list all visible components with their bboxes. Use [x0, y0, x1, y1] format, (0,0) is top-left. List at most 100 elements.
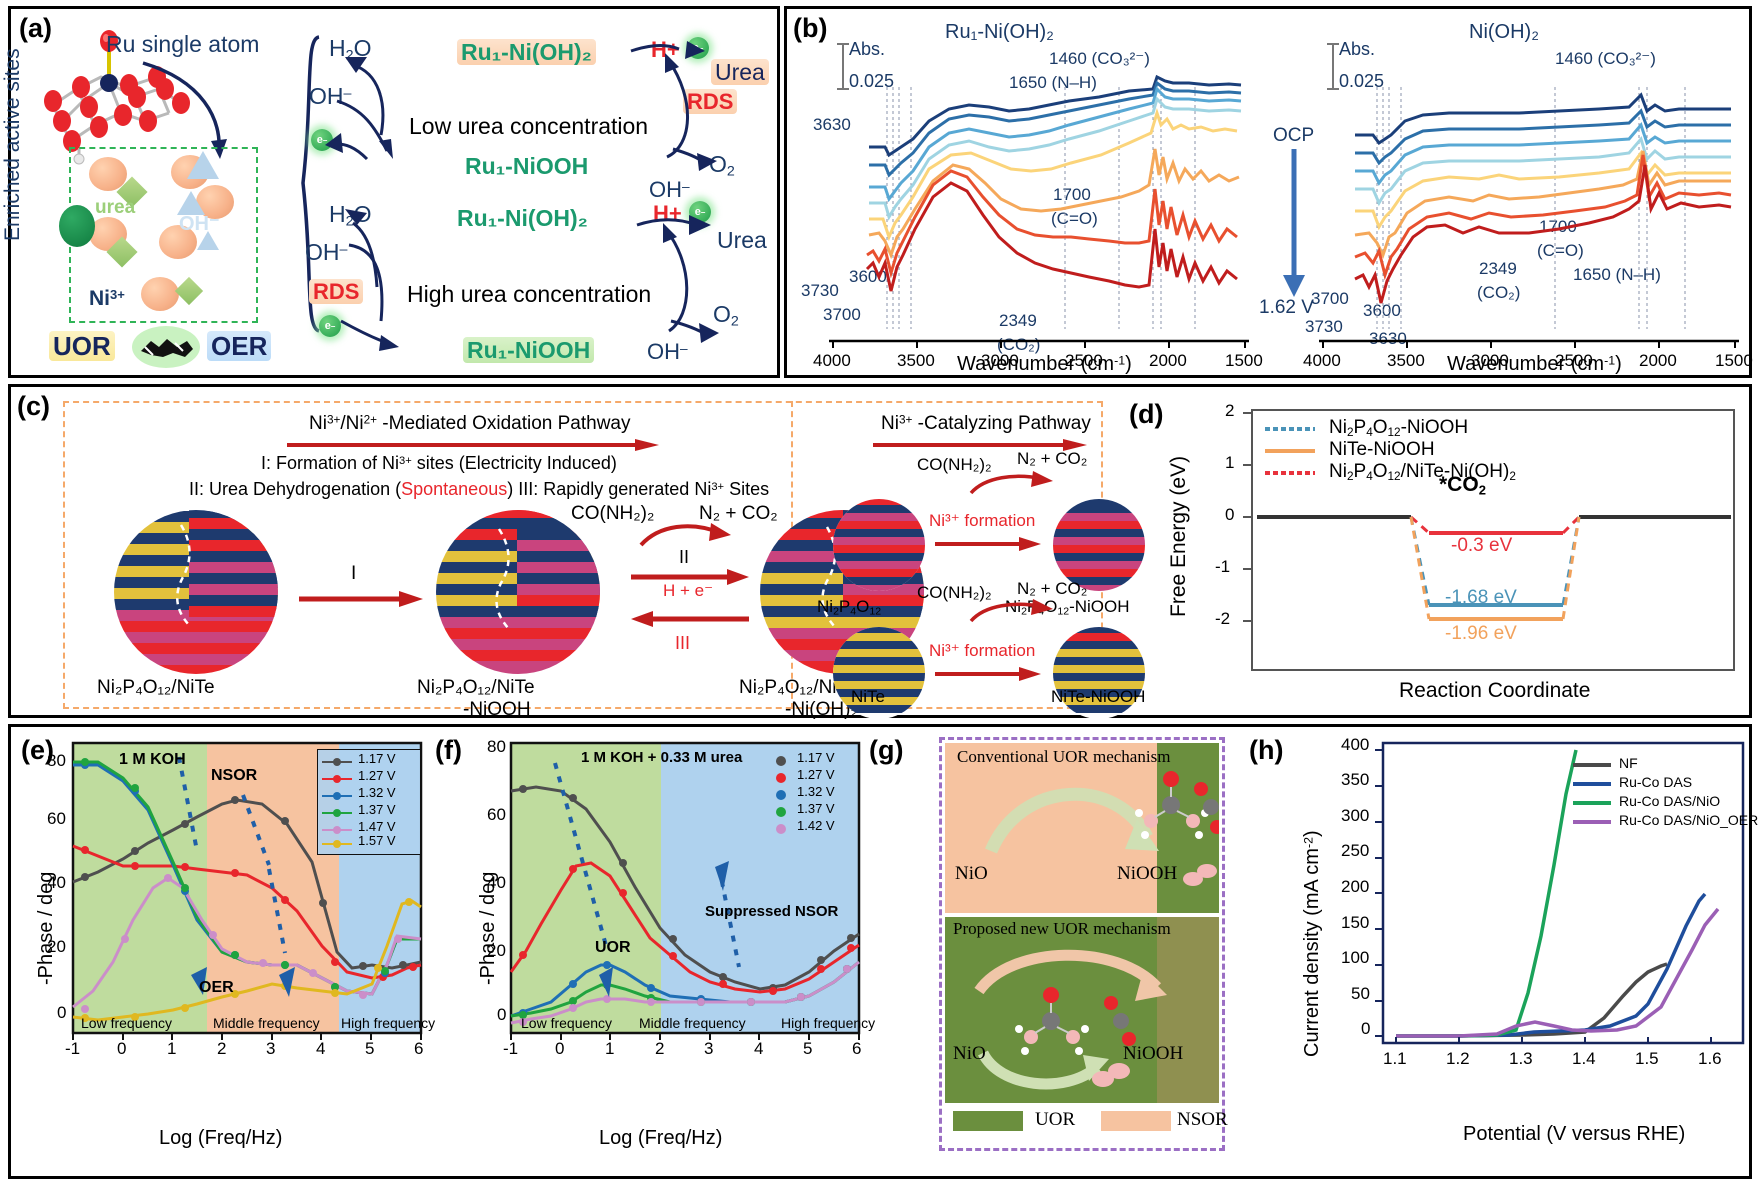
- high-urea-cycle-arrows: [340, 209, 719, 351]
- panel-b-right-title: Ni(OH)₂: [1469, 21, 1539, 43]
- enriched-sites-brace: [301, 35, 320, 333]
- enriched-active-sites-label: Enriched active sites: [1, 48, 24, 241]
- panel-f-legend-label-1: 1.27 V: [797, 767, 835, 782]
- low-urea-cycle-arrows: [325, 41, 717, 171]
- panel-b-left-ann-3730: 3730: [801, 281, 839, 300]
- panel-e-zone-high: High frequency: [341, 1015, 436, 1031]
- panel-f-chart: [509, 741, 861, 1035]
- panel-f-xlabel: Log (Freq/Hz): [599, 1127, 723, 1149]
- panel-c-arrow-I-label: I: [351, 563, 357, 584]
- panel-b-left-xlabel: Wavenumber (cm-1): [957, 353, 1132, 375]
- panel-h-legend-label-0: NF: [1619, 755, 1638, 771]
- panel-c-left-heading: Ni3+/Ni2+ -Mediated Oxidation Pathway: [309, 413, 631, 434]
- low-oh: OH–: [309, 83, 352, 109]
- panel-g-top-mechanism: Conventional UOR mechanism NiO NiOOH: [945, 743, 1219, 913]
- panel-c-particle-2-label-1: Ni₂P₄O₁₂/NiTe: [417, 677, 535, 698]
- panel-b-left-spectra: [865, 74, 1242, 329]
- panel-g-legend-uor-swatch: [953, 1111, 1023, 1131]
- low-urea-title: Low urea concentration: [409, 113, 649, 139]
- low-rds: RDS: [683, 89, 738, 115]
- panel-a-oh-label: OH⁻: [179, 213, 220, 235]
- panel-c-arrow-II-label: II: [679, 547, 690, 567]
- oh-triangle: [177, 191, 205, 215]
- panel-c-reagent: CO(NH₂)₂: [571, 503, 655, 524]
- high-oh: OH–: [305, 239, 348, 265]
- handshake-icon: [132, 326, 200, 368]
- panel-f-label: (f): [435, 735, 462, 765]
- panel-b-left-ann-1700-sub: (C=O): [1051, 209, 1098, 228]
- high-species-bottom: Ru₁-NiOOH: [463, 337, 595, 364]
- panel-f-plot: [509, 741, 861, 1061]
- panel-d-label: (d): [1129, 399, 1164, 429]
- panel-b-right-abs-value: 0.025: [1339, 71, 1385, 91]
- panel-b-left-abs-value: 0.025: [849, 71, 895, 91]
- panel-d-ytick-marks: [1243, 412, 1251, 622]
- panel-b-right-ann-3600: 3600: [1363, 301, 1401, 320]
- panel-c-right-product-top: N₂ + CO₂: [1017, 449, 1088, 468]
- panel-g-legend-nsor-label: NSOR: [1177, 1109, 1228, 1130]
- panel-h-label: (h): [1249, 735, 1284, 765]
- panel-c-right-particle-2: [1053, 499, 1145, 591]
- panel-b-right-ann-3700: 3700: [1311, 289, 1349, 308]
- low-h2o: H2O: [329, 35, 372, 64]
- panel-b-left-abs-label: Abs.: [849, 39, 886, 59]
- panel-e-xtick-marks: [72, 1033, 422, 1040]
- panel-c-right-product-bottom: N₂ + CO₂: [1017, 579, 1088, 598]
- panel-d-legend-item-1: NiTe-NiOOH: [1329, 439, 1435, 460]
- panel-c-right-heading: Ni3+ -Catalyzing Pathway: [881, 413, 1091, 434]
- panel-h-xtick-marks: [1395, 1037, 1712, 1044]
- panel-e-legend-label-4: 1.47 V: [358, 819, 396, 834]
- panel-b-right-ann-3630: 3630: [1369, 329, 1407, 348]
- panel-d-ylabel: Free Energy (eV): [1167, 455, 1190, 617]
- panel-d-legend-item-0: Ni2P4O12-NiOOH: [1329, 417, 1469, 439]
- low-urea: Urea: [711, 59, 769, 86]
- panel-e-legend-label-3: 1.37 V: [358, 802, 396, 817]
- panel-c-right-arrow-top-label: Ni³⁺ formation: [929, 511, 1036, 530]
- panel-d-xlabel: Reaction Coordinate: [1399, 679, 1591, 702]
- panel-f-legend-label-2: 1.32 V: [797, 784, 835, 799]
- panel-c-step-I: I: Formation of Ni3+ sites (Electricity …: [261, 453, 617, 473]
- panel-c-right-reagent-bottom: CO(NH₂)₂: [917, 583, 992, 602]
- panel-b-right-spectra: [1354, 87, 1732, 329]
- panel-efgh: (e): [8, 724, 1758, 1179]
- panel-e-legend-label-0: 1.17 V: [358, 751, 396, 766]
- panel-h-ytick-marks: [1375, 749, 1383, 1037]
- high-urea-title: High urea concentration: [407, 281, 652, 307]
- panel-c-right-reagent-top: CO(NH₂)₂: [917, 455, 992, 474]
- panel-c-right-arrow-bottom-label: Ni³⁺ formation: [929, 641, 1036, 660]
- panel-b-left-ann-1700: 1700: [1053, 185, 1091, 204]
- panel-e-zone-mid: Middle frequency: [213, 1015, 320, 1031]
- panel-b-left-ann-1460: 1460 (CO₃²⁻): [1049, 49, 1150, 68]
- panel-f-zone-high: High frequency: [781, 1015, 876, 1031]
- panel-d-state-label: *CO2: [1439, 473, 1486, 498]
- high-oh2: OH–: [647, 339, 688, 364]
- low-o2: O2: [709, 151, 735, 180]
- high-hplus: H+: [653, 201, 682, 226]
- panel-f-callout-suppressed-nsor: Suppressed NSOR: [705, 903, 839, 920]
- panel-h-legend-label-2: Ru-Co DAS/NiO: [1619, 793, 1721, 809]
- high-rds: RDS: [309, 279, 364, 305]
- panel-c-particle-3-label-1: Ni₂P₄O₁₂/NiTe: [739, 677, 857, 698]
- ni-site-circle: [89, 157, 127, 191]
- panel-b-ocp-label: OCP: [1273, 125, 1315, 146]
- panel-e-callout-oer: OER: [199, 979, 234, 996]
- panel-c-step-II: II: Urea Dehydrogenation (Spontaneous) I…: [189, 479, 770, 499]
- panel-b-right-ann-1460: 1460 (CO₃²⁻): [1555, 49, 1656, 68]
- panel-h-ylabel: Current density (mA cm-2): [1301, 830, 1323, 1057]
- panel-g-top-right-species: NiOOH: [1117, 863, 1178, 884]
- panel-f-legend: 1.17 V 1.27 V 1.32 V 1.37 V 1.42 V: [771, 749, 857, 837]
- panel-d-plot-frame: [1251, 409, 1735, 671]
- panel-b-right-ann-3730: 3730: [1305, 317, 1343, 336]
- panel-e-legend-label-1: 1.27 V: [358, 768, 396, 783]
- panel-c-reagent-arrow: [639, 523, 731, 547]
- panel-f-legend-label-0: 1.17 V: [797, 750, 835, 765]
- panel-e-legend-label-2: 1.32 V: [358, 785, 396, 800]
- oh-triangle: [197, 231, 219, 250]
- panel-g-bottom-title: Proposed new UOR mechanism: [953, 919, 1171, 938]
- panel-b-right-abs-label: Abs.: [1339, 39, 1376, 59]
- high-urea: Urea: [717, 227, 767, 253]
- panel-d-value-orange: -1.96 eV: [1445, 623, 1517, 644]
- panel-d-energy-profile: [1257, 515, 1731, 621]
- panel-b-left-ann-1650: 1650 (N–H): [1009, 73, 1097, 92]
